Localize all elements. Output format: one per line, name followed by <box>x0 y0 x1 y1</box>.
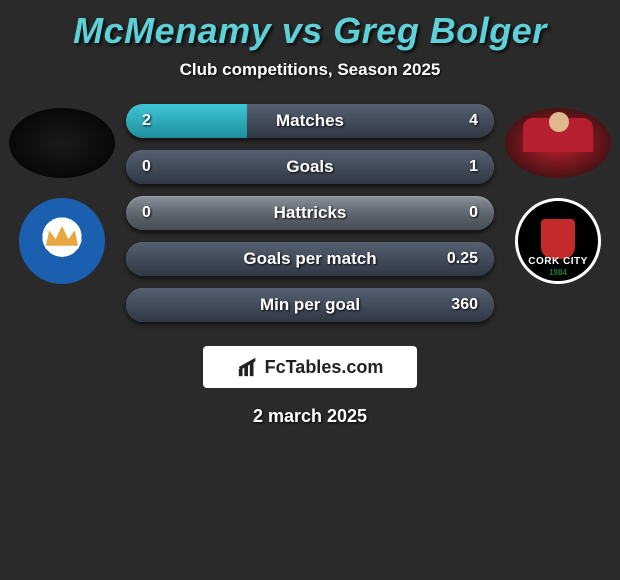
stat-value-left: 0 <box>142 204 151 222</box>
left-player-photo <box>9 108 115 178</box>
comparison-card: McMenamy vs Greg Bolger Club competition… <box>0 0 620 445</box>
stat-label: Goals per match <box>243 249 376 269</box>
site-name: FcTables.com <box>265 357 384 378</box>
stat-row: Goals per match 0.25 <box>126 242 494 276</box>
snapshot-date: 2 march 2025 <box>0 388 620 445</box>
stat-label: Goals <box>286 157 333 177</box>
stat-row: 0 Goals 1 <box>126 150 494 184</box>
stat-value-left: 0 <box>142 158 151 176</box>
stat-label: Min per goal <box>260 295 360 315</box>
stat-label: Matches <box>276 111 344 131</box>
left-club-logo <box>19 198 105 284</box>
stat-value-right: 4 <box>469 112 478 130</box>
chart-icon <box>237 356 259 378</box>
right-player-column: 1984 <box>502 98 614 284</box>
right-club-logo: 1984 <box>515 198 601 284</box>
stat-value-right: 0 <box>469 204 478 222</box>
stat-value-left: 2 <box>142 112 151 130</box>
stat-value-right: 1 <box>469 158 478 176</box>
right-player-photo <box>505 108 611 178</box>
stat-bars: 2 Matches 4 0 Goals 1 0 Hattricks 0 Goals per mat… <box>126 98 494 322</box>
subtitle: Club competitions, Season 2025 <box>0 56 620 98</box>
stat-value-right: 360 <box>451 296 478 314</box>
page-title: McMenamy vs Greg Bolger <box>0 0 620 56</box>
stat-value-right: 0.25 <box>447 250 478 268</box>
left-player-column <box>6 98 118 284</box>
stat-row: 2 Matches 4 <box>126 104 494 138</box>
stat-label: Hattricks <box>274 203 347 223</box>
stat-row: Min per goal 360 <box>126 288 494 322</box>
site-logo[interactable]: FcTables.com <box>203 346 417 388</box>
comparison-body: 2 Matches 4 0 Goals 1 0 Hattricks 0 Goals per mat… <box>0 98 620 322</box>
stat-row: 0 Hattricks 0 <box>126 196 494 230</box>
